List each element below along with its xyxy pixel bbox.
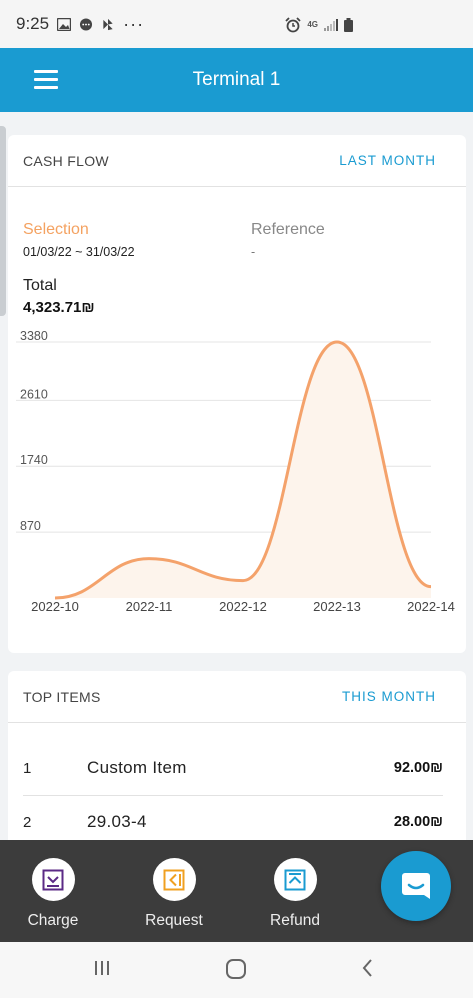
- reference-label: Reference: [251, 221, 325, 238]
- hamburger-menu-icon[interactable]: [34, 70, 58, 90]
- system-nav-bar: [0, 942, 473, 998]
- chart-series-line: [54, 340, 432, 600]
- refund-label: Refund: [270, 912, 320, 929]
- cash-flow-title: CASH FLOW: [23, 152, 109, 169]
- request-icon: [163, 869, 185, 890]
- back-icon[interactable]: [358, 958, 378, 978]
- charge-label: Charge: [27, 912, 79, 929]
- item-rank: 1: [23, 759, 32, 777]
- battery-icon: [344, 18, 353, 32]
- chat-button[interactable]: [381, 851, 451, 921]
- list-item[interactable]: 1 Custom Item 92.00₪: [23, 741, 443, 795]
- x-tick-label: 2022-10: [31, 599, 79, 614]
- signal-icon: [324, 19, 338, 31]
- pinwheel-icon: [103, 18, 113, 30]
- y-tick-label: 2610: [20, 387, 48, 401]
- alarm-icon: [285, 17, 301, 33]
- x-tick-label: 2022-13: [313, 599, 361, 614]
- status-time: 9:25: [16, 14, 50, 33]
- x-tick-label: 2022-12: [219, 599, 267, 614]
- y-tick-label: 3380: [20, 329, 48, 343]
- item-rank: 2: [23, 813, 32, 831]
- x-tick-label: 2022-11: [126, 599, 173, 614]
- top-items-title: TOP ITEMS: [23, 688, 101, 705]
- selection-label: Selection: [23, 221, 89, 238]
- divider: [23, 795, 443, 796]
- chat-icon: [80, 17, 93, 31]
- y-tick-label: 870: [20, 519, 41, 533]
- top-items-header: TOP ITEMS THIS MONTH: [8, 671, 466, 723]
- chat-icon: [402, 873, 430, 899]
- request-label: Request: [145, 912, 203, 929]
- refund-button[interactable]: Refund: [245, 858, 345, 930]
- page-title: Terminal 1: [192, 69, 281, 90]
- cash-flow-header: CASH FLOW LAST MONTH: [8, 135, 466, 187]
- charge-button[interactable]: Charge: [3, 858, 103, 930]
- item-price: 28.00₪: [393, 814, 443, 830]
- cash-flow-card: CASH FLOW LAST MONTH Selection 01/03/22 …: [8, 135, 466, 653]
- home-icon[interactable]: [225, 958, 247, 980]
- item-name: 29.03-4: [87, 812, 147, 831]
- charge-icon: [42, 869, 64, 890]
- more-notifications-icon: ···: [123, 13, 145, 34]
- item-price: 92.00₪: [393, 760, 443, 776]
- gallery-icon: [57, 17, 72, 31]
- request-button[interactable]: Request: [124, 858, 224, 930]
- last-month-link[interactable]: LAST MONTH: [339, 153, 436, 168]
- scroll-indicator[interactable]: [0, 126, 6, 316]
- y-tick-label: 1740: [20, 453, 48, 467]
- recent-apps-icon[interactable]: [92, 958, 112, 978]
- status-bar: 9:25 ··· 4G: [0, 0, 473, 48]
- item-name: Custom Item: [87, 758, 187, 777]
- reference-value: -: [251, 245, 256, 259]
- total-value: 4,323.71₪: [23, 299, 95, 316]
- total-label: Total: [23, 277, 57, 294]
- refund-icon: [284, 869, 306, 890]
- x-tick-label: 2022-14: [407, 599, 455, 614]
- network-type-icon: 4G: [307, 20, 318, 29]
- list-item[interactable]: 2 29.03-4 28.00₪: [23, 795, 443, 849]
- this-month-link[interactable]: THIS MONTH: [342, 689, 436, 704]
- cash-flow-chart: 870 1740 2610 3380 2022-10 2022-11 2022-12 2022…: [16, 329, 455, 614]
- selection-range: 01/03/22 ~ 31/03/22: [23, 245, 135, 259]
- app-header: Terminal 1: [0, 48, 473, 112]
- chart-area-fill: [55, 342, 431, 598]
